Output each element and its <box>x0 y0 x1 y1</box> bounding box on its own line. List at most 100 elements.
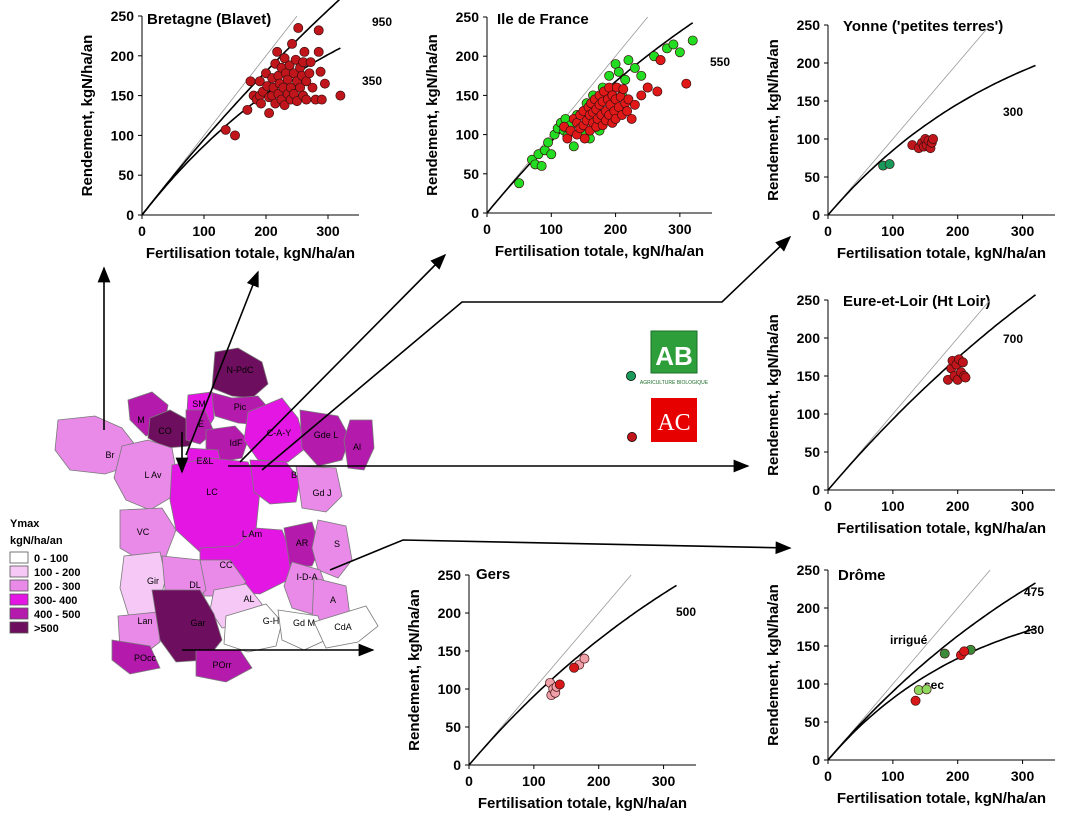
map-region-label: POrr <box>213 660 232 670</box>
map-region-n-pdc <box>211 347 269 399</box>
y-tick-label: 200 <box>456 48 480 64</box>
data-point <box>652 86 663 97</box>
data-point <box>299 46 310 57</box>
x-tick-label: 0 <box>483 221 491 237</box>
x-tick-label: 0 <box>824 768 832 784</box>
x-tick-label: 300 <box>652 773 676 789</box>
panel-bretagne: 0 100 200 300 0 50 100 150 200 250 Fertilisation t… <box>79 0 392 262</box>
legend-item-label: >500 <box>34 623 59 635</box>
data-point <box>220 124 231 135</box>
data-point <box>618 84 629 95</box>
map-region-label: VC <box>137 527 150 537</box>
y-tick-label: 250 <box>456 9 480 25</box>
panel-drome: 0 100 200 300 0 50 100 150 200 250 Fertilisation t… <box>765 562 1055 807</box>
map-region-label: CdA <box>334 622 352 632</box>
y-tick-label: 0 <box>812 482 820 498</box>
map-region-label: Gde L <box>314 430 339 440</box>
connector-arrow <box>185 270 259 456</box>
data-point <box>301 94 312 105</box>
x-axis-label: Fertilisation totale, kgN/ha/an <box>837 245 1046 262</box>
y-tick-label: 50 <box>804 444 820 460</box>
ab-logo-text: AB <box>655 341 693 371</box>
x-tick-label: 100 <box>881 223 905 239</box>
y-tick-label: 50 <box>463 166 479 182</box>
curve-label: 550 <box>710 55 730 69</box>
map-region-gde-l <box>299 409 351 467</box>
connector-arrow <box>329 539 792 571</box>
legend-item-label: 100 - 200 <box>34 567 80 579</box>
y-tick-label: 150 <box>438 643 462 659</box>
data-point <box>687 35 698 46</box>
map-region-cda <box>313 605 379 649</box>
legend-swatch <box>9 607 29 620</box>
response-curve <box>141 47 341 216</box>
legend-swatch <box>9 593 29 606</box>
data-point <box>546 149 557 160</box>
data-point <box>293 22 304 33</box>
x-tick-label: 200 <box>604 221 628 237</box>
map-region-label: L Am <box>242 529 262 539</box>
map-region-label: G-H <box>263 616 280 626</box>
y-tick-label: 200 <box>111 48 135 64</box>
annotation-label: irrigué <box>890 633 928 647</box>
data-point <box>569 662 580 673</box>
response-curve <box>827 582 1036 761</box>
data-point <box>335 90 346 101</box>
y-tick-label: 100 <box>797 131 821 147</box>
map-region-label: C-A-Y <box>267 428 292 438</box>
y-tick-label: 150 <box>797 368 821 384</box>
x-tick-label: 300 <box>316 223 340 239</box>
x-tick-label: 0 <box>824 223 832 239</box>
data-point <box>636 70 647 81</box>
data-point <box>668 39 679 50</box>
data-point <box>307 82 318 93</box>
y-axis-label: Rendement, kgN/ha/an <box>765 584 782 746</box>
data-point <box>272 46 283 57</box>
x-tick-label: 0 <box>138 223 146 239</box>
map-region-s <box>311 519 353 579</box>
data-point <box>316 94 327 105</box>
curve-label: 500 <box>676 605 696 619</box>
map-region-label: Gd J <box>312 488 331 498</box>
x-axis-label: Fertilisation totale, kgN/ha/an <box>146 245 355 262</box>
y-tick-label: 100 <box>438 681 462 697</box>
map-region-vc <box>119 507 177 561</box>
panel-title: Ile de France <box>497 11 589 28</box>
x-tick-label: 100 <box>881 768 905 784</box>
map-region-label: LC <box>206 487 218 497</box>
x-tick-label: 0 <box>824 498 832 514</box>
x-axis-label: Fertilisation totale, kgN/ha/an <box>478 795 687 812</box>
y-tick-label: 200 <box>797 330 821 346</box>
data-point <box>622 106 633 117</box>
map-region-label: S <box>334 539 340 549</box>
x-tick-label: 200 <box>254 223 278 239</box>
data-point <box>305 57 316 68</box>
data-point <box>681 78 692 89</box>
response-curve <box>827 627 1036 761</box>
y-tick-label: 50 <box>804 169 820 185</box>
y-tick-label: 0 <box>471 205 479 221</box>
data-point <box>620 74 631 85</box>
map-legend: Ymax kgN/ha/an 0 - 100 100 - 200 200 - 300 30… <box>9 518 80 635</box>
data-point <box>939 648 950 659</box>
data-point <box>629 99 640 110</box>
y-axis-label: Rendement, kgN/ha/an <box>424 34 441 196</box>
ab-logo-caption: AGRICULTURE BIOLOGIQUE <box>640 380 709 386</box>
legend-item-label: 400 - 500 <box>34 609 80 621</box>
data-point <box>230 130 240 141</box>
data-point <box>636 90 647 101</box>
legend-swatch <box>9 565 29 578</box>
data-point <box>604 70 615 81</box>
x-tick-label: 300 <box>668 221 692 237</box>
panel-title: Eure-et-Loir (Ht Loir) <box>843 293 991 310</box>
map-region-label: CO <box>158 426 172 436</box>
farming-type-legend: AB AGRICULTURE BIOLOGIQUE AC <box>626 330 709 442</box>
data-point <box>579 653 590 664</box>
y-tick-label: 200 <box>438 605 462 621</box>
legend-item-label: 200 - 300 <box>34 581 80 593</box>
ac-dot <box>627 432 637 442</box>
y-tick-label: 100 <box>797 676 821 692</box>
x-axis-label: Fertilisation totale, kgN/ha/an <box>837 520 1046 537</box>
map-region-label: B <box>291 470 297 480</box>
legend-item-label: 0 - 100 <box>34 553 68 565</box>
